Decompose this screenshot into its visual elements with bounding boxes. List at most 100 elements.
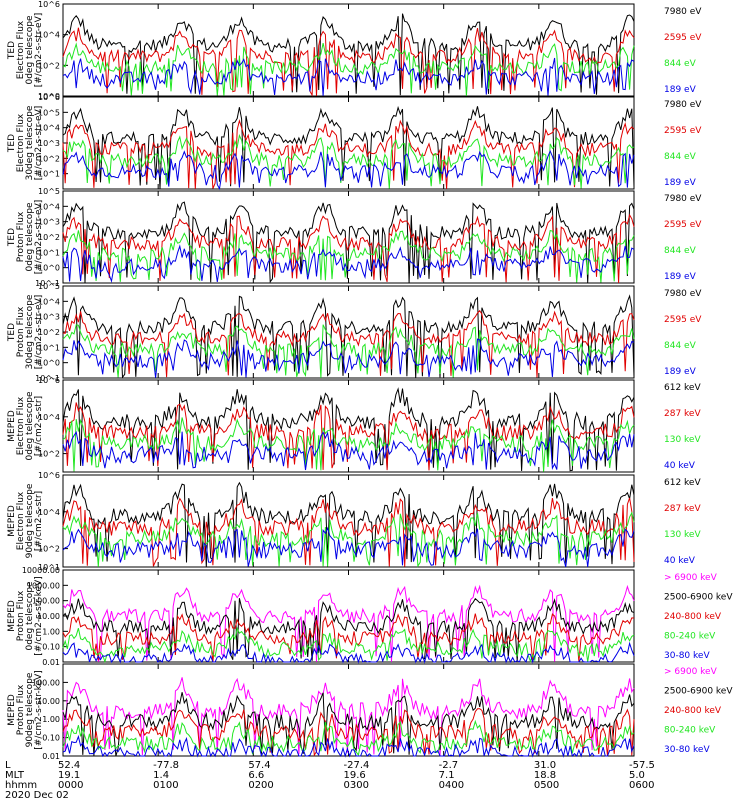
series-line (62, 324, 635, 378)
y-axis-label-line: Electron Flux (16, 491, 26, 550)
y-axis-label: MEPEDElectron Flux0deg telescope[#/cm2-s… (7, 391, 44, 461)
y-tick-label: 10^5 (38, 187, 60, 196)
series-line (62, 119, 635, 189)
series-line (62, 13, 635, 96)
legend-entry: 844 eV (664, 152, 697, 162)
y-tick-label: 0.10 (42, 643, 60, 652)
panel-6: 10^1 10^2 10^4 10^6 MEPEDElectron Flux90deg … (7, 471, 701, 572)
legend-entry: 612 keV (664, 478, 701, 488)
panel-4: 10^-1 10^0 10^1 10^2 10^3 10^4 10^5 TEDProton F… (7, 282, 702, 383)
series-line (62, 309, 635, 378)
y-tick-label: 10^6 (38, 471, 60, 480)
series-line (62, 27, 635, 97)
y-axis-label-line: 30deg telescope (25, 294, 35, 369)
y-axis-label-line: 0deg telescope (25, 15, 35, 85)
legend-entry: 2595 eV (664, 33, 702, 43)
y-axis-label: TEDElectron Flux0deg telescope[#/cm2-s-s… (7, 13, 44, 88)
row-label-mlt: MLT (5, 770, 25, 781)
series-line (62, 294, 635, 379)
legend-entry: 30-80 keV (664, 745, 710, 755)
series-line (62, 338, 635, 378)
date-label: 2020 Dec 02 (5, 790, 69, 800)
y-tick-label: 10.00 (37, 697, 60, 706)
legend-entry: 7980 eV (664, 100, 702, 110)
y-axis-label-line: [#/cm2-s-str-keV] (34, 670, 44, 749)
y-axis-label-line: Electron Flux (16, 396, 26, 455)
y-tick-label: 10^-1 (35, 279, 60, 288)
series-line (62, 613, 635, 662)
y-tick-label: 10^6 (38, 0, 60, 9)
legend-entry: > 6900 keV (664, 573, 718, 583)
legend-entry: 189 eV (664, 85, 697, 95)
y-axis-label-line: TED (7, 41, 17, 60)
x-tick-label: 0200 (248, 780, 273, 791)
y-tick-label: 10^6 (38, 376, 60, 385)
y-tick-label: 0.01 (42, 658, 60, 667)
series-line (62, 734, 635, 758)
legend-entry: > 6900 keV (664, 667, 718, 677)
y-axis-label-line: TED (7, 134, 17, 153)
y-tick-label: 10^5 (38, 282, 60, 291)
panel-3: 10^-1 10^0 10^1 10^2 10^3 10^4 10^5 TEDProton F… (7, 187, 702, 288)
legend-entry: 2500-6900 keV (664, 686, 733, 696)
row-label-l: L (5, 760, 11, 771)
legend-entry: 287 keV (664, 409, 701, 419)
x-axis-labels: L MLT hhmm 2020 Dec 02 52.419.10000 -77.8… (5, 760, 655, 800)
y-axis-label-line: [#/cm2-s-str] (34, 491, 44, 551)
y-tick-label: 10^0 (38, 264, 60, 273)
y-tick-label: 10^6 (38, 93, 60, 102)
y-axis-label-line: [#/cm2-s-str-eV] (34, 200, 44, 275)
y-axis-label-line: 30deg telescope (25, 105, 35, 180)
y-tick-label: 10^1 (38, 343, 60, 352)
x-tick-label: 0500 (534, 780, 559, 791)
plot-frame (62, 3, 635, 97)
x-tick-label: -77.8 (153, 760, 179, 771)
legend-entry: 844 eV (664, 246, 697, 256)
x-tick-label: 7.1 (439, 770, 455, 781)
legend-entry: 7980 eV (664, 289, 702, 299)
plot-frame (62, 285, 635, 379)
series-line (62, 244, 635, 284)
panel-1: 10^0 10^2 10^4 10^6 TEDElectron Flux0deg tel… (7, 0, 702, 101)
y-tick-label: 1.00 (42, 715, 60, 724)
legend-entry: 189 eV (664, 178, 697, 188)
legend-entry: 612 keV (664, 383, 701, 393)
y-tick-label: 10000.00 (22, 566, 60, 575)
y-axis-label-line: 90deg telescope (25, 483, 35, 558)
y-tick-label: 10^4 (38, 508, 60, 517)
y-tick-label: 10^-1 (35, 374, 60, 383)
y-tick-label: 10^0 (38, 92, 60, 101)
y-axis-label-line: MEPED (7, 505, 17, 537)
x-tick-label: 0100 (153, 780, 178, 791)
x-tick-label: 0600 (629, 780, 654, 791)
legend-entry: 7980 eV (664, 194, 702, 204)
y-tick-label: 1000.00 (27, 581, 60, 590)
x-tick-label: 31.0 (534, 760, 556, 771)
legend-entry: 844 eV (664, 59, 697, 69)
series-line (62, 497, 635, 567)
legend-entry: 189 eV (664, 367, 697, 377)
panel-5: 10^2 10^4 10^6 MEPEDElectron Flux0deg teles… (7, 376, 701, 473)
y-axis-label: TEDProton Flux0deg telescope[#/cm2-s-str… (7, 200, 44, 275)
y-axis-label-line: Electron Flux (16, 113, 26, 172)
y-tick-label: 0.01 (42, 752, 60, 761)
x-tick-label: 0400 (439, 780, 464, 791)
y-axis-label-line: 0deg telescope (25, 581, 35, 651)
legend-entry: 287 keV (664, 504, 701, 514)
legend-entry: 80-240 keV (664, 725, 716, 735)
legend-entry: 40 keV (664, 461, 696, 471)
series-line (62, 719, 635, 757)
series-line (62, 133, 635, 189)
series-line (62, 430, 635, 471)
series-line (62, 481, 635, 567)
y-axis-label-line: 0deg telescope (25, 202, 35, 272)
y-tick-label: 10^2 (38, 233, 60, 242)
y-tick-label: 10^3 (38, 313, 60, 322)
y-axis-label-line: [#/cm2-s-str-eV] (34, 13, 44, 88)
series-line (62, 402, 635, 471)
y-axis-label: TEDProton Flux30deg telescope[#/cm2-s-st… (7, 294, 44, 369)
y-tick-label: 10^5 (38, 108, 60, 117)
y-axis-label-line: Electron Flux (16, 20, 26, 79)
y-tick-label: 1.00 (42, 627, 60, 636)
series-line (62, 626, 635, 664)
